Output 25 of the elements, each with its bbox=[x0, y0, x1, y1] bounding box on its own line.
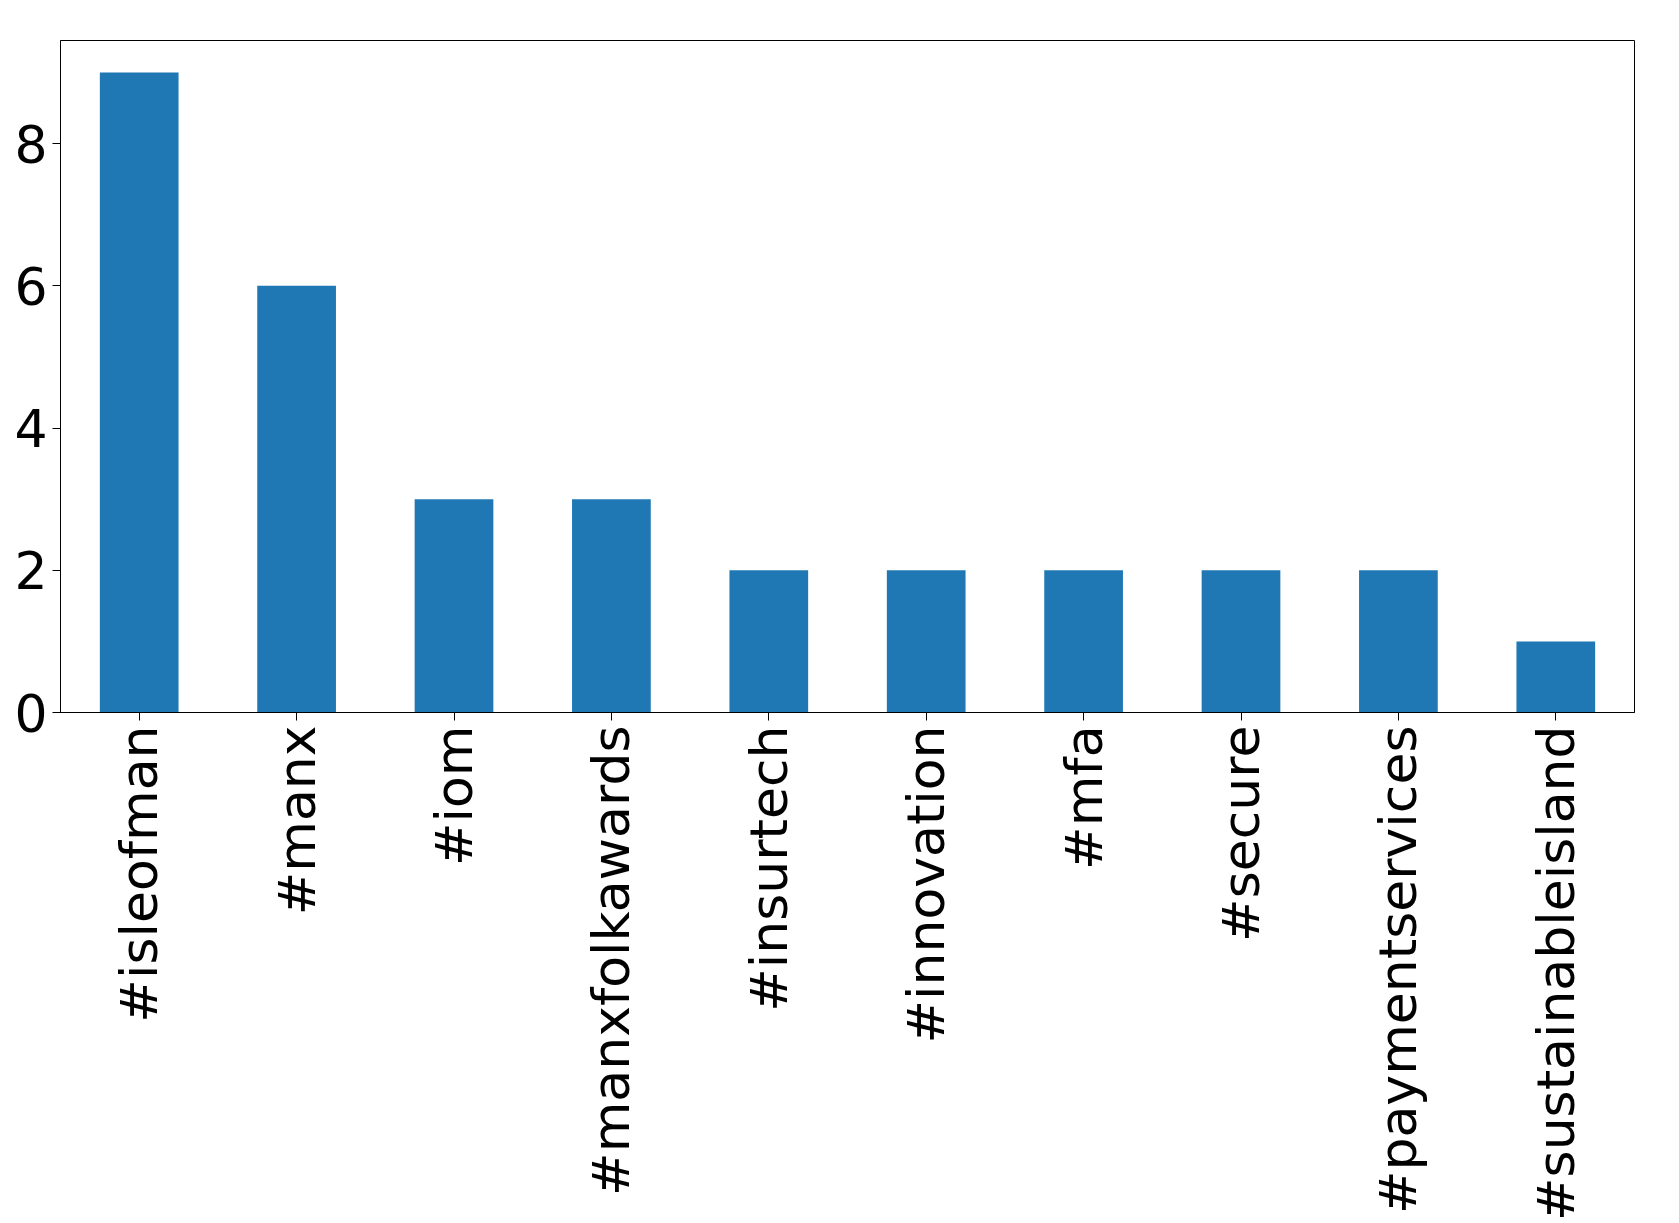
bar bbox=[414, 499, 494, 713]
x-tick-label: #mfa bbox=[1053, 725, 1114, 870]
bar bbox=[1359, 570, 1438, 713]
y-tick-label: 2 bbox=[14, 541, 48, 602]
y-tick-label: 0 bbox=[14, 683, 48, 744]
y-tick-label: 4 bbox=[14, 399, 48, 460]
bar bbox=[1516, 641, 1596, 713]
bar bbox=[886, 570, 966, 713]
x-tick-label: #insurtech bbox=[738, 725, 799, 1012]
bar bbox=[99, 72, 179, 713]
x-tick-label: #manx bbox=[266, 725, 327, 916]
x-tick-label: #manxfolkawards bbox=[581, 725, 642, 1196]
y-tick-label: 8 bbox=[14, 114, 48, 175]
x-tick-label: #isleofman bbox=[109, 725, 170, 1023]
y-tick-label: 6 bbox=[14, 256, 48, 317]
bar bbox=[257, 285, 336, 713]
bar bbox=[1201, 570, 1281, 713]
x-tick-label: #sustainableisland bbox=[1525, 725, 1586, 1221]
bar bbox=[1044, 570, 1123, 713]
x-tick-label: #paymentservices bbox=[1368, 725, 1429, 1215]
bar bbox=[729, 570, 809, 713]
x-tick-label: #secure bbox=[1211, 725, 1271, 942]
x-tick-label: #iom bbox=[424, 725, 484, 866]
bar bbox=[572, 499, 651, 713]
x-tick-label: #innovation bbox=[896, 725, 957, 1044]
